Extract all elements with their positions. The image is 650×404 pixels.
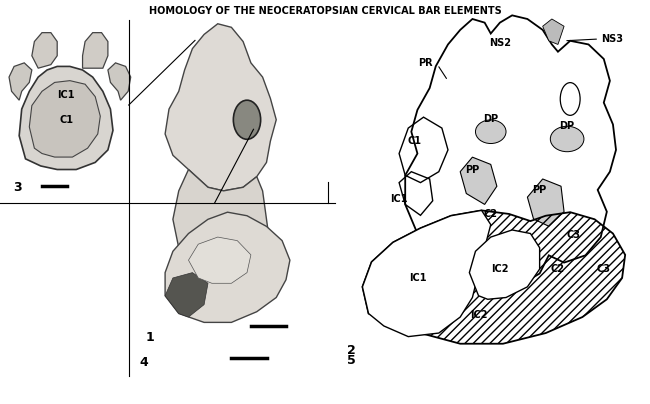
- Text: PP: PP: [465, 165, 480, 175]
- Text: IC1: IC1: [409, 273, 426, 283]
- Text: C3: C3: [566, 230, 580, 240]
- Polygon shape: [29, 81, 100, 157]
- Text: IC1: IC1: [57, 90, 75, 100]
- Polygon shape: [543, 19, 564, 44]
- Polygon shape: [165, 212, 290, 322]
- Polygon shape: [165, 273, 208, 317]
- Text: 5: 5: [347, 354, 356, 367]
- Polygon shape: [173, 170, 270, 312]
- Text: C2: C2: [484, 208, 498, 219]
- Ellipse shape: [233, 100, 261, 139]
- Polygon shape: [83, 33, 108, 68]
- Polygon shape: [32, 33, 57, 68]
- Text: PR: PR: [418, 58, 433, 67]
- Text: IC2: IC2: [491, 264, 509, 274]
- Text: NS2: NS2: [489, 38, 511, 48]
- Text: PP: PP: [532, 185, 547, 195]
- Polygon shape: [9, 63, 32, 100]
- Polygon shape: [460, 157, 497, 204]
- Ellipse shape: [476, 120, 506, 143]
- Polygon shape: [363, 210, 491, 337]
- Text: 4: 4: [140, 356, 148, 368]
- Text: 1: 1: [146, 331, 154, 344]
- Polygon shape: [165, 24, 276, 191]
- Text: IC1: IC1: [391, 194, 408, 204]
- Polygon shape: [20, 66, 113, 170]
- Text: DP: DP: [560, 121, 575, 131]
- Ellipse shape: [551, 126, 584, 152]
- Text: HOMOLOGY OF THE NEOCERATOPSIAN CERVICAL BAR ELEMENTS: HOMOLOGY OF THE NEOCERATOPSIAN CERVICAL …: [149, 6, 501, 16]
- Text: IC2: IC2: [470, 310, 488, 320]
- Polygon shape: [188, 237, 251, 283]
- Text: C1: C1: [408, 136, 421, 146]
- Text: 3: 3: [13, 181, 21, 194]
- Text: C2: C2: [551, 264, 565, 274]
- Polygon shape: [469, 230, 540, 299]
- Text: 2: 2: [347, 344, 356, 357]
- Text: DP: DP: [483, 114, 499, 124]
- Polygon shape: [527, 179, 564, 226]
- Text: NS3: NS3: [601, 34, 623, 44]
- Polygon shape: [108, 63, 131, 100]
- Text: C3: C3: [597, 264, 611, 274]
- Text: C1: C1: [59, 115, 73, 125]
